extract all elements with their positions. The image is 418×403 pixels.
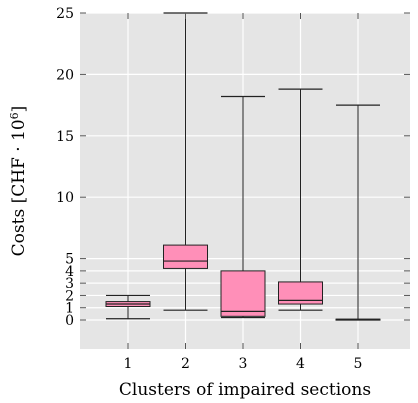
y-tick-label: 25: [56, 6, 74, 22]
y-axis-label: Costs [CHF · 106]: [8, 106, 30, 257]
y-tick-label: 4: [65, 264, 74, 280]
x-tick-label: 3: [239, 356, 248, 372]
box-2: [163, 12, 208, 311]
box-iqr: [220, 270, 266, 317]
x-tick-label: 2: [181, 356, 190, 372]
y-tick-label: 1: [65, 301, 74, 317]
x-tick-label: 5: [354, 356, 363, 372]
y-tick-label: 3: [65, 276, 74, 292]
y-tick-label: 20: [56, 67, 74, 83]
box-3: [220, 95, 266, 319]
x-tick-label: 4: [296, 356, 305, 372]
y-tick-label: 5: [65, 252, 74, 268]
y-tick-label: 0: [65, 313, 74, 329]
box-series: [105, 12, 381, 321]
box-iqr: [278, 281, 323, 305]
x-tick-label: 1: [124, 356, 133, 372]
box-4: [278, 88, 323, 311]
x-axis-ticks: 1 2 3 4 5: [124, 13, 363, 372]
box-1: [105, 294, 151, 320]
y-axis-label-base: Costs [CHF · 10: [9, 119, 29, 256]
y-tick-label: 10: [56, 190, 74, 206]
y-tick-label: 2: [65, 288, 74, 304]
y-axis-label-end: ]: [9, 106, 29, 113]
box-5: [335, 104, 381, 321]
x-axis-label: Clusters of impaired sections: [119, 380, 371, 400]
box-iqr: [163, 244, 208, 269]
y-axis-label-exponent: 6: [8, 112, 21, 119]
y-tick-label: 15: [56, 129, 74, 145]
